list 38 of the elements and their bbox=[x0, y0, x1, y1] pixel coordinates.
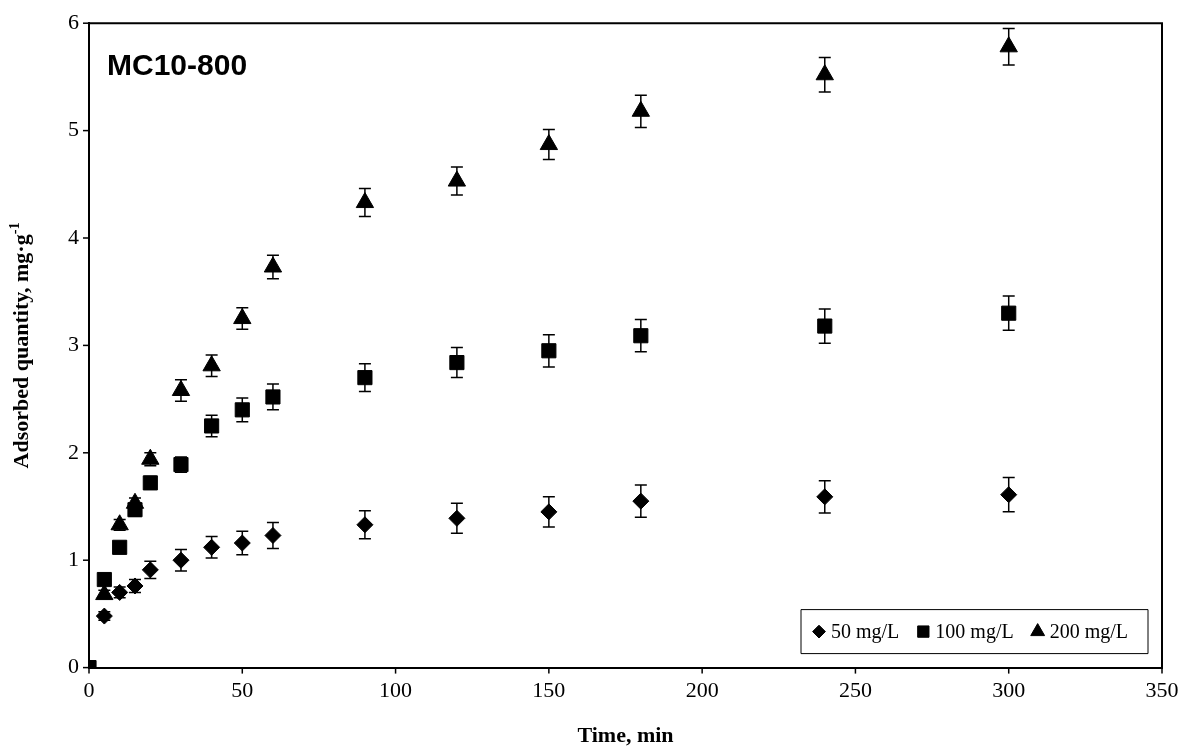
x-tick-label: 150 bbox=[532, 676, 566, 702]
point bbox=[1001, 305, 1017, 321]
x-tick-label: 200 bbox=[685, 676, 719, 702]
y-tick-label: 3 bbox=[68, 331, 79, 357]
y-tick-label: 4 bbox=[68, 223, 79, 249]
point bbox=[263, 256, 283, 273]
point bbox=[204, 418, 220, 434]
y-tick-label: 5 bbox=[68, 116, 79, 142]
y-tick-label: 1 bbox=[68, 545, 79, 571]
text: MC10-800 bbox=[107, 48, 248, 82]
point bbox=[999, 36, 1018, 53]
x-tick-label: 50 bbox=[231, 676, 254, 702]
x-tick-label: 100 bbox=[379, 676, 413, 702]
x-tick-label: 350 bbox=[1145, 676, 1179, 702]
point bbox=[233, 534, 251, 552]
point bbox=[112, 539, 128, 555]
point bbox=[265, 389, 281, 405]
legend-label: 200 mg/L bbox=[1049, 619, 1129, 643]
point bbox=[449, 355, 465, 371]
y-axis-title: Adsorbed quantity, mg·g-1 bbox=[6, 222, 33, 469]
point bbox=[233, 308, 252, 325]
x-axis-title: Time, min bbox=[577, 722, 674, 747]
point bbox=[95, 607, 113, 625]
legend-label: 100 mg/L bbox=[935, 619, 1014, 643]
y-tick-label: 2 bbox=[68, 438, 79, 464]
point bbox=[541, 343, 557, 359]
point bbox=[96, 571, 112, 588]
point bbox=[633, 328, 649, 344]
x-tick-label: 250 bbox=[838, 676, 872, 702]
y-tick-label: 6 bbox=[68, 8, 79, 34]
point bbox=[817, 318, 833, 334]
point bbox=[357, 370, 373, 386]
point bbox=[1000, 486, 1018, 504]
x-tick-label: 300 bbox=[992, 676, 1026, 702]
y-tick-label: 0 bbox=[68, 653, 79, 679]
point bbox=[234, 402, 250, 418]
point bbox=[202, 355, 221, 372]
legend-label: 50 mg/L bbox=[831, 619, 900, 643]
